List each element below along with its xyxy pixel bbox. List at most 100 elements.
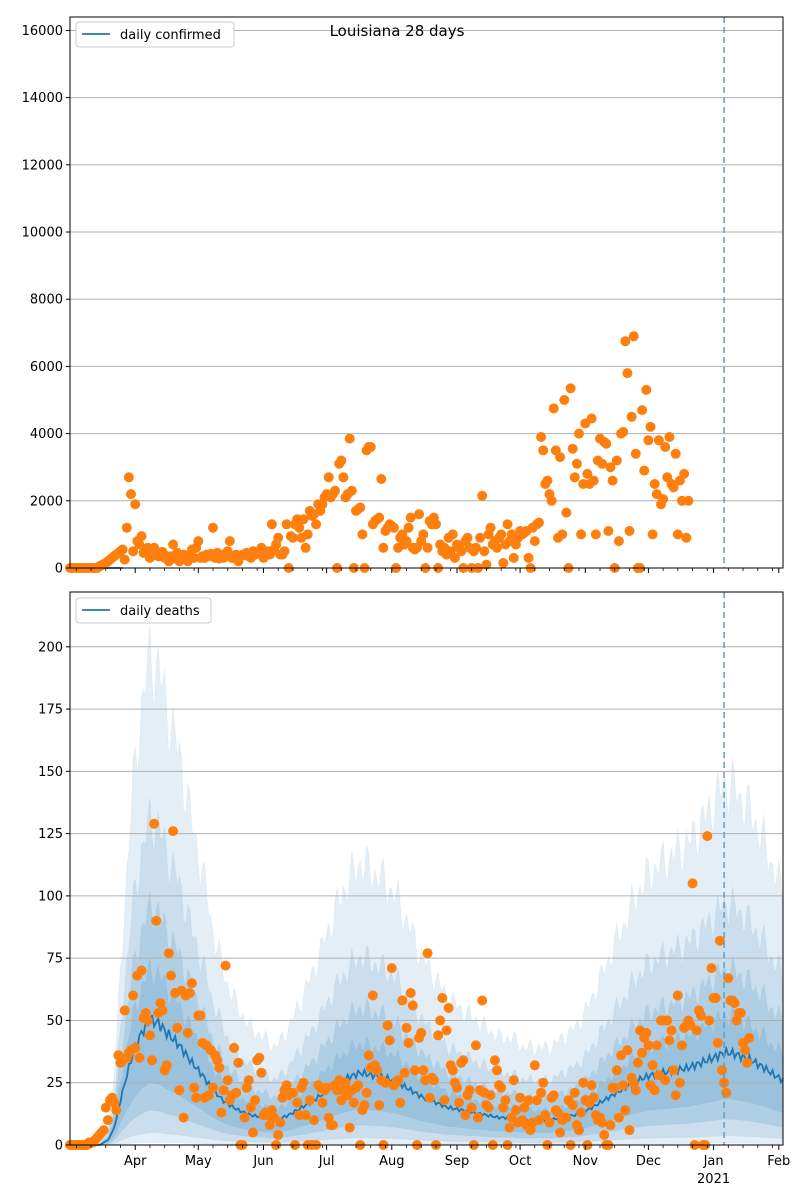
- confirmed-data-point: [559, 395, 570, 405]
- confirmed-y-axis: 0 2000 4000 6000 8000 10000 12000 14000 16000: [22, 24, 70, 577]
- confirmed-data-point: [529, 536, 540, 547]
- deaths-data-point: [628, 1077, 639, 1088]
- confirmed-data-point: [477, 490, 488, 501]
- confirmed-data-point: [496, 529, 507, 540]
- deaths-data-point: [435, 1015, 446, 1026]
- deaths-data-point: [212, 1055, 223, 1066]
- deaths-data-point: [128, 990, 139, 1001]
- deaths-data-point: [731, 1015, 742, 1026]
- confirmed-y-tick-label: 14000: [22, 91, 63, 106]
- confirmed-data-point: [338, 472, 349, 483]
- deaths-data-point: [111, 1105, 122, 1116]
- confirmed-data-point: [128, 546, 139, 557]
- deaths-data-point: [548, 1090, 559, 1101]
- x-tick-label: Oct: [509, 1154, 531, 1169]
- confirmed-data-point: [639, 465, 650, 476]
- confirmed-data-point: [330, 485, 340, 496]
- deaths-data-point: [714, 935, 725, 946]
- confirmed-data-point: [643, 435, 654, 446]
- confirmed-data-point: [582, 468, 593, 479]
- deaths-data-point: [544, 1117, 555, 1128]
- deaths-data-point: [531, 1095, 542, 1106]
- confirmed-data-point: [601, 438, 612, 449]
- x-tick-label: May: [185, 1154, 212, 1169]
- deaths-data-point: [523, 1095, 534, 1106]
- confirmed-data-point: [403, 522, 414, 533]
- deaths-data-point: [674, 1077, 685, 1088]
- deaths-data-point: [327, 1120, 338, 1131]
- confirmed-y-tick-label: 0: [55, 562, 63, 577]
- confirmed-data-point: [193, 536, 204, 547]
- deaths-data-point: [409, 1065, 420, 1076]
- deaths-data-point: [569, 1087, 580, 1098]
- confirmed-data-point: [641, 384, 652, 395]
- confirmed-data-point: [660, 442, 671, 452]
- confirmed-data-point: [624, 526, 635, 536]
- x-tick-label: Sep: [445, 1154, 470, 1169]
- x-tick-label: Dec: [636, 1154, 661, 1169]
- deaths-data-point: [605, 1120, 616, 1131]
- confirmed-points: [65, 331, 694, 573]
- deaths-data-point: [473, 1112, 483, 1123]
- confirmed-data-point: [555, 452, 566, 463]
- deaths-data-point: [239, 1112, 250, 1123]
- deaths-data-point: [706, 963, 717, 974]
- deaths-data-point: [416, 1027, 427, 1038]
- confirmed-data-point: [620, 336, 631, 347]
- deaths-data-point: [540, 1110, 551, 1121]
- deaths-data-point: [664, 1035, 675, 1046]
- confirmed-data-point: [498, 558, 509, 568]
- deaths-data-point: [254, 1052, 265, 1063]
- deaths-data-point: [454, 1097, 465, 1108]
- confirmed-data-point: [637, 405, 648, 416]
- confirmed-data-point: [618, 426, 629, 437]
- deaths-data-point: [668, 1065, 679, 1076]
- deaths-data-point: [309, 1115, 319, 1126]
- deaths-data-point: [662, 1015, 673, 1026]
- deaths-data-point: [323, 1112, 334, 1123]
- confirmed-data-point: [418, 529, 429, 540]
- confirmed-data-point: [630, 448, 641, 459]
- confirmed-data-point: [534, 517, 544, 528]
- confirmed-data-point: [523, 552, 534, 563]
- confirmed-data-point: [126, 489, 136, 500]
- deaths-data-point: [372, 1065, 383, 1076]
- confirmed-data-point: [607, 475, 618, 486]
- deaths-data-point: [729, 998, 740, 1008]
- deaths-gridlines: [70, 646, 783, 1146]
- deaths-data-point: [273, 1130, 284, 1140]
- deaths-data-point: [166, 970, 176, 981]
- deaths-data-point: [597, 1117, 608, 1128]
- confirmed-data-point: [456, 546, 467, 557]
- deaths-data-point: [740, 1045, 751, 1056]
- deaths-data-point: [161, 1060, 172, 1071]
- deaths-data-point: [304, 1095, 315, 1106]
- deaths-data-point: [266, 1105, 277, 1116]
- deaths-data-point: [182, 1027, 193, 1038]
- deaths-data-point: [218, 1085, 229, 1096]
- deaths-data-point: [130, 1042, 141, 1053]
- deaths-data-point: [151, 915, 162, 926]
- deaths-data-point: [102, 1115, 113, 1126]
- deaths-data-point: [599, 1130, 610, 1140]
- deaths-data-point: [443, 1003, 454, 1013]
- confirmed-data-point: [653, 435, 664, 446]
- deaths-data-point: [380, 1077, 391, 1088]
- deaths-data-point: [437, 993, 448, 1003]
- confirmed-y-tick-label: 2000: [30, 494, 63, 509]
- confirmed-y-tick-label: 4000: [30, 427, 63, 442]
- deaths-data-point: [574, 1125, 584, 1136]
- deaths-data-point: [428, 1075, 439, 1086]
- deaths-data-point: [340, 1077, 351, 1088]
- deaths-data-point: [187, 978, 197, 989]
- confirmed-data-point: [336, 455, 347, 466]
- confirmed-data-point: [117, 544, 128, 555]
- deaths-data-point: [250, 1095, 261, 1106]
- confirmed-data-point: [422, 542, 433, 553]
- confirmed-data-point: [449, 552, 460, 563]
- confirmed-data-point: [647, 529, 658, 540]
- deaths-data-point: [178, 1112, 189, 1123]
- deaths-data-point: [344, 1122, 355, 1133]
- confirmed-data-point: [574, 428, 584, 439]
- deaths-data-point: [744, 1032, 755, 1043]
